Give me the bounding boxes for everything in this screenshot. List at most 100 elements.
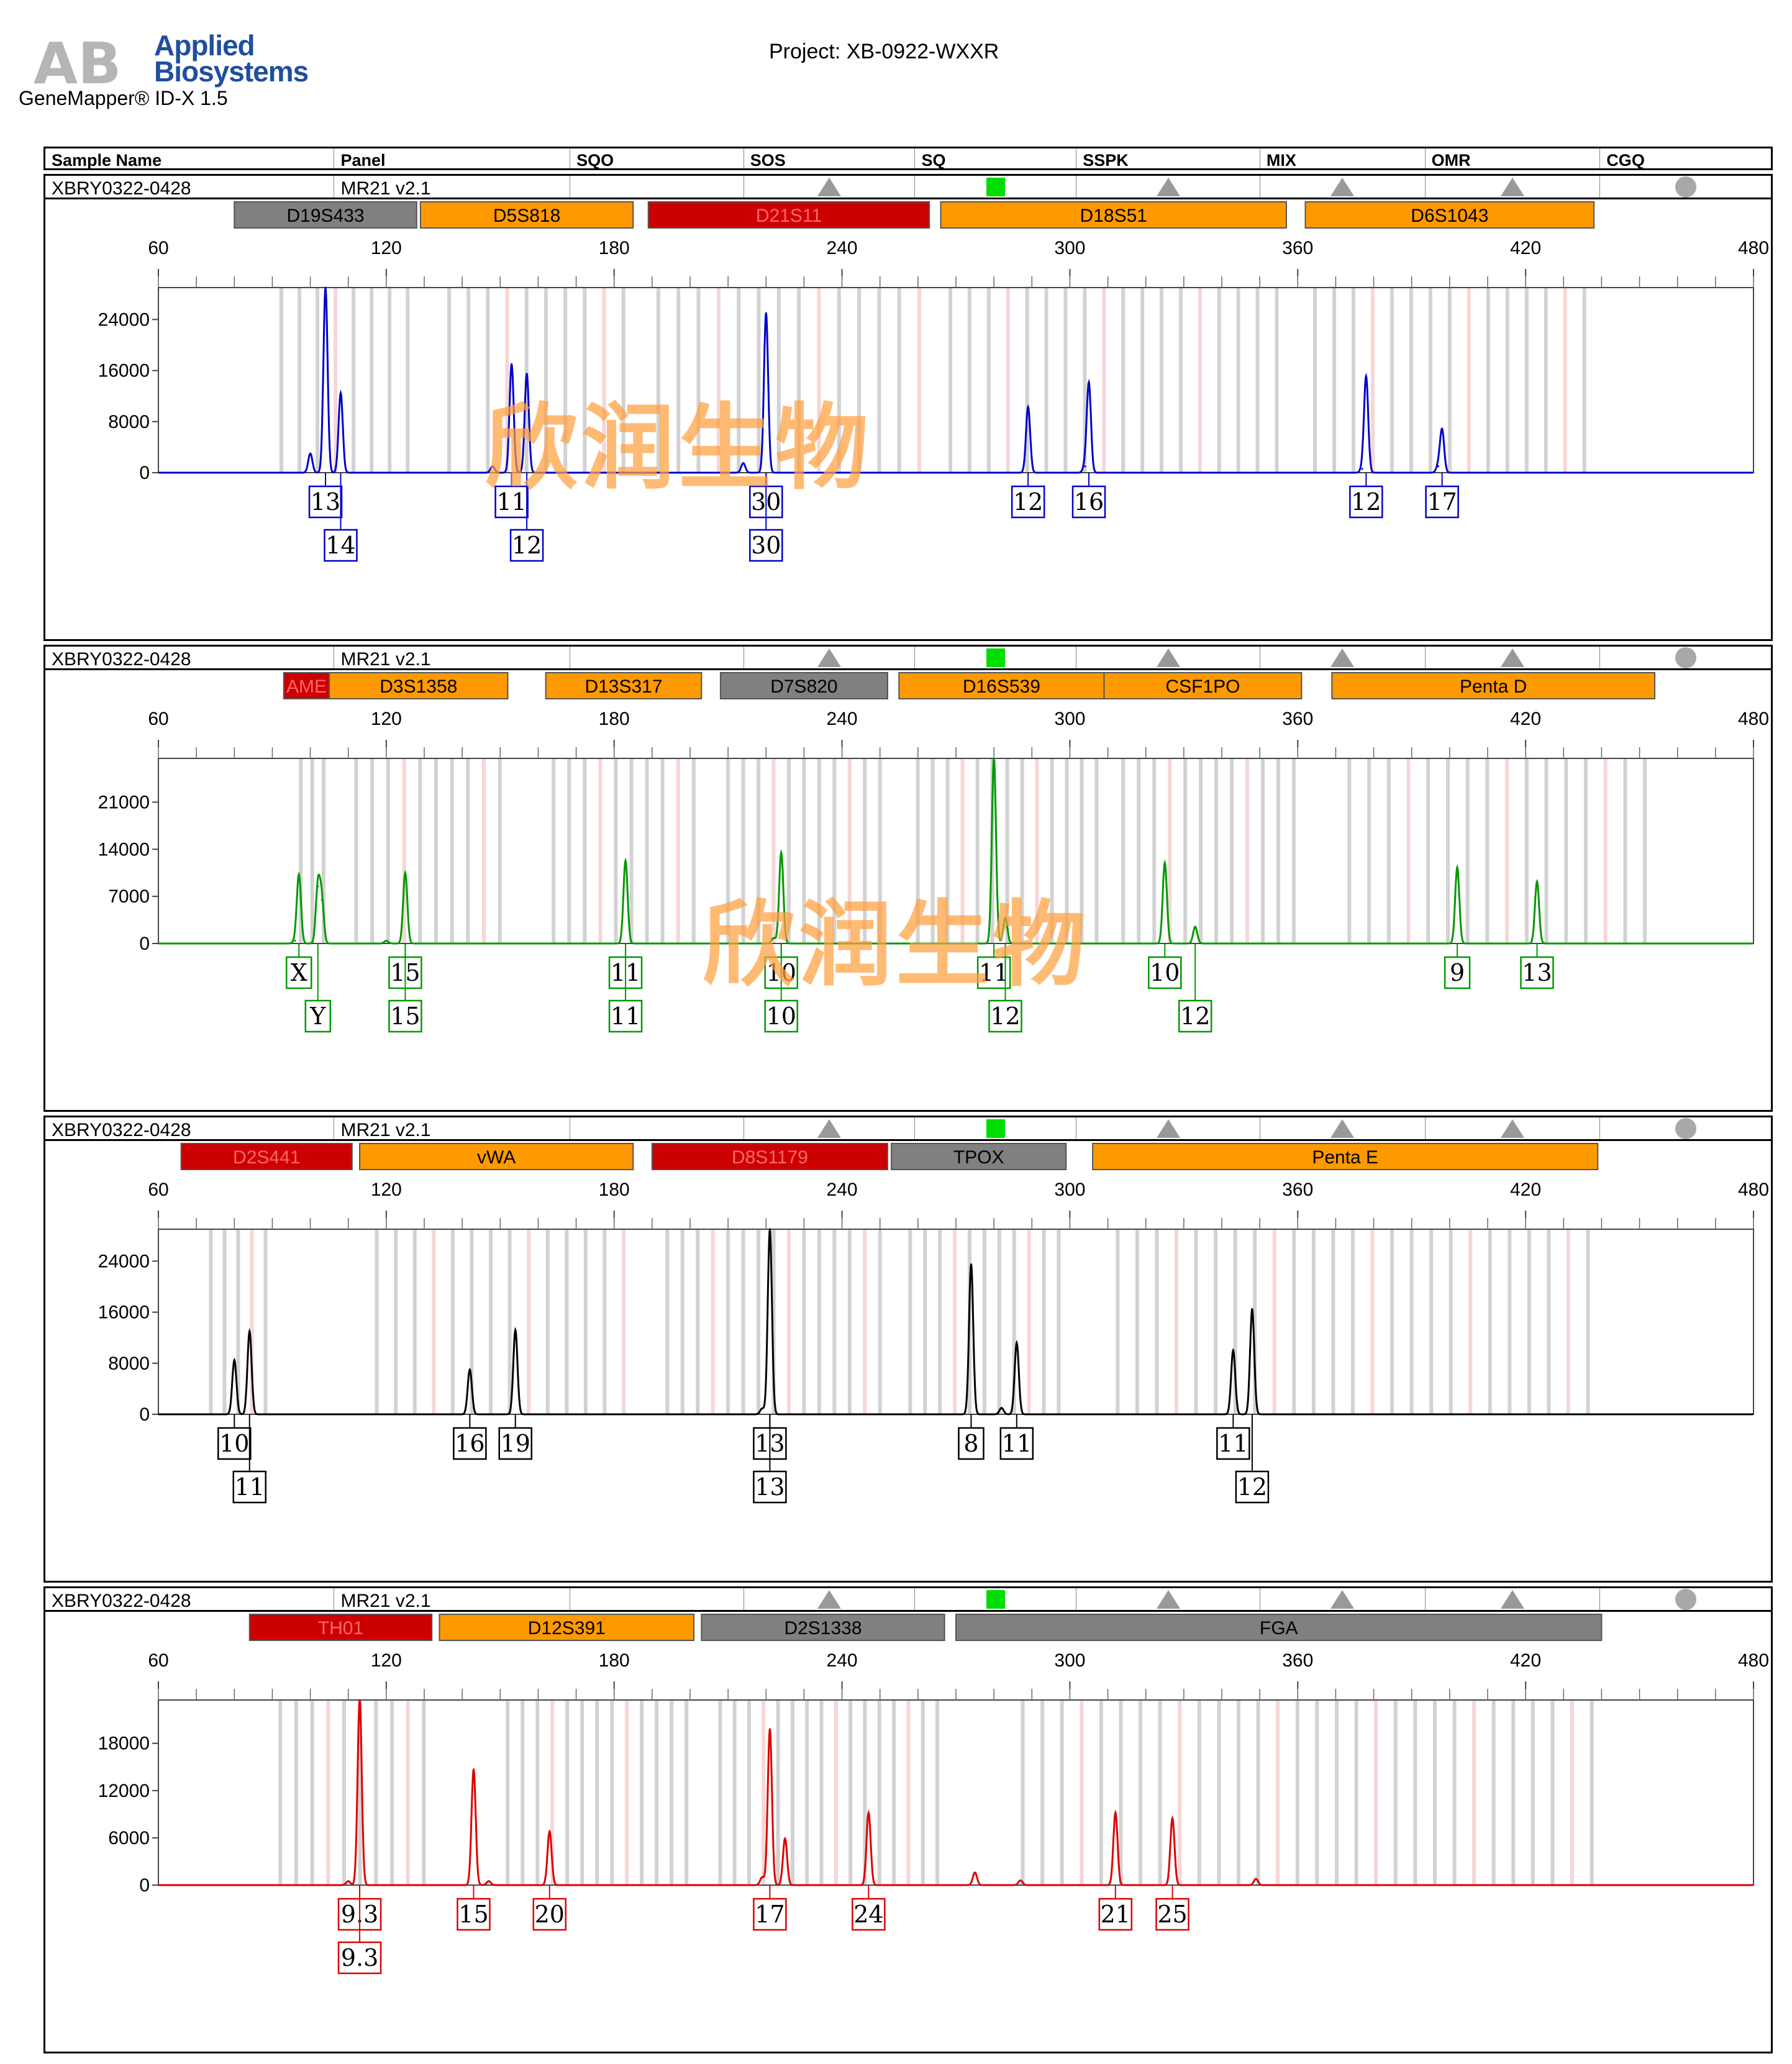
allele-call-label: 11 (1002, 1430, 1032, 1457)
col-cgq[interactable]: CGQ (1606, 151, 1645, 168)
sqo-cell (570, 1588, 744, 1610)
peak-point (1000, 1407, 1003, 1409)
electropherogram-panel-black: XBRY0322-0428 MR21 v2.1 D2S441 vWA D8S1179… (43, 1116, 1773, 1583)
allele-call-label: 12 (512, 532, 542, 559)
x-tick-label: 300 (1054, 1650, 1085, 1671)
omr-triangle-icon (1500, 177, 1524, 196)
y-tick-label: 24000 (98, 309, 150, 330)
ab-logo-icon: AB (34, 36, 121, 88)
peak-point (324, 286, 327, 289)
peak-point (321, 899, 323, 901)
peak-point (1088, 382, 1090, 384)
allele-call-box (1216, 1427, 1250, 1460)
col-sq[interactable]: SQ (915, 148, 1077, 168)
peak-point (970, 1263, 972, 1266)
allele-call-box (232, 1470, 266, 1504)
cgq-cell (1600, 1117, 1771, 1139)
peak-point (1194, 925, 1196, 928)
allele-call-box (958, 1427, 985, 1460)
col-sqo[interactable]: SQO (570, 148, 744, 168)
sqo-cell (570, 1117, 744, 1139)
marker-label: FGA (1260, 1618, 1298, 1639)
col-mix[interactable]: MIX (1260, 148, 1426, 168)
cgq-circle-icon (1675, 176, 1696, 198)
col-sample-name[interactable]: Sample Name (45, 148, 335, 168)
x-tick-label: 480 (1738, 709, 1769, 729)
mix-triangle-icon (1330, 177, 1355, 196)
allele-call-box (457, 1898, 491, 1931)
marker-d2s1338 (701, 1614, 945, 1641)
allele-call-label: 17 (1427, 488, 1457, 516)
y-tick-label: 16000 (98, 1303, 150, 1323)
allele-call-label: 11 (611, 1002, 640, 1030)
peak-point (248, 1330, 251, 1332)
sample-info-row[interactable]: XBRY0322-0428 MR21 v2.1 (45, 647, 1771, 670)
cgq-circle-icon (1675, 647, 1696, 668)
marker-d7s820 (719, 672, 888, 699)
trace-red (158, 1699, 1753, 1886)
peak-point (1171, 1817, 1174, 1819)
allele-call-box (494, 485, 529, 519)
col-sos[interactable]: SOS (744, 148, 916, 168)
peak-point (1019, 1879, 1022, 1881)
allele-call-label: 13 (1522, 959, 1552, 986)
allele-call-label: 11 (235, 1473, 265, 1501)
sample-info-row[interactable]: XBRY0322-0428 MR21 v2.1 (45, 1117, 1771, 1141)
allele-call-box (453, 1427, 487, 1460)
allele-call-label: 11 (1218, 1430, 1248, 1457)
x-tick-label: 180 (599, 1650, 630, 1671)
allele-call-box (999, 1427, 1034, 1460)
peak-point (761, 1876, 763, 1878)
x-tick-label: 360 (1282, 709, 1313, 729)
project-title: Project: XB-0922-WXXR (769, 40, 999, 63)
marker-label: AME (286, 676, 327, 697)
col-sspk[interactable]: SSPK (1076, 148, 1260, 168)
sample-name: XBRY0322-0428 (45, 1117, 335, 1139)
allele-call-box (388, 999, 422, 1033)
peak-point (491, 465, 494, 468)
peak-point (511, 363, 513, 365)
marker-label: D3S1358 (380, 676, 457, 697)
y-tick-label: 18000 (98, 1734, 150, 1754)
cgq-cell (1600, 1588, 1771, 1610)
x-tick-label: 300 (1054, 238, 1085, 258)
marker-label: D19S433 (286, 206, 364, 226)
sample-info-row[interactable]: XBRY0322-0428 MR21 v2.1 (45, 1588, 1771, 1612)
mix-triangle-icon (1330, 1589, 1355, 1609)
peak-point (768, 1728, 771, 1730)
sample-info-row[interactable]: XBRY0322-0428 MR21 v2.1 (45, 176, 1771, 199)
marker-label: D21S11 (756, 206, 822, 226)
sq-green-square-icon (986, 177, 1005, 196)
marker-label: Penta D (1460, 676, 1527, 697)
y-tick-label: 24000 (98, 1251, 150, 1271)
cgq-circle-icon (1675, 1588, 1696, 1610)
col-omr[interactable]: OMR (1426, 148, 1601, 168)
marker-label: D7S820 (770, 676, 837, 697)
y-tick-label: 0 (139, 934, 150, 954)
y-tick-label: 0 (139, 1404, 150, 1425)
sspk-triangle-icon (1156, 1119, 1180, 1138)
sspk-triangle-icon (1156, 648, 1180, 667)
allele-call-label: 30 (751, 532, 781, 559)
y-tick-label: 6000 (108, 1828, 150, 1848)
marker-csf1po (1103, 672, 1303, 699)
sos-triangle-icon (817, 1589, 842, 1609)
cgq-circle-icon (1675, 1117, 1696, 1139)
x-tick-label: 360 (1282, 1650, 1313, 1671)
omr-cell (1426, 1117, 1601, 1139)
allele-call-box (1098, 1898, 1133, 1931)
x-tick-label: 120 (371, 1650, 402, 1671)
sspk-cell (1076, 1588, 1260, 1610)
x-tick-label: 420 (1510, 1180, 1541, 1200)
marker-d3s1358 (329, 672, 509, 699)
allele-call-box (498, 1427, 532, 1460)
allele-call-label: 10 (1150, 959, 1180, 986)
peak-point (768, 1228, 771, 1230)
x-tick-label: 420 (1510, 1650, 1541, 1671)
x-tick-label: 120 (371, 1180, 402, 1200)
allele-call-label: 12 (1351, 488, 1381, 516)
x-tick-label: 300 (1054, 1180, 1085, 1200)
allele-call-label: 8 (963, 1430, 978, 1457)
y-tick-label: 0 (139, 463, 150, 483)
col-panel[interactable]: Panel (334, 148, 571, 168)
